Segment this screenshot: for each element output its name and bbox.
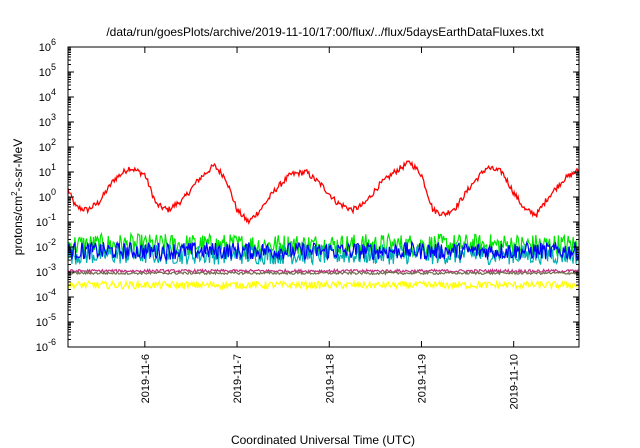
- y-tick-base: 10: [39, 92, 51, 104]
- x-tick-label: 2019-11-10: [509, 354, 521, 409]
- y-tick-exp: -1: [48, 212, 56, 222]
- y-tick-exp: 2: [51, 137, 56, 147]
- x-tick-label: 2019-11-8: [324, 354, 336, 403]
- y-tick-exp: -2: [48, 237, 56, 247]
- y-tick-base: 10: [36, 317, 48, 329]
- x-tick-label: 2019-11-6: [140, 354, 152, 403]
- y-tick-base: 10: [36, 217, 48, 229]
- y-tick-label: 10-4: [36, 287, 56, 304]
- y-tick-exp: -3: [48, 262, 56, 272]
- y-tick-base: 10: [39, 117, 51, 129]
- y-tick-label: 10-5: [36, 312, 56, 329]
- y-axis-title-suffix: -s-sr-MeV: [11, 139, 25, 192]
- y-tick-label: 101: [39, 162, 56, 179]
- y-tick-base: 10: [36, 267, 48, 279]
- y-tick-label: 102: [39, 137, 56, 154]
- y-axis-title-prefix: protons/cm: [11, 196, 25, 255]
- plot-frame: [67, 46, 580, 348]
- y-tick-label: 10-3: [36, 262, 56, 279]
- series-line-3: [67, 240, 580, 262]
- y-tick-base: 10: [39, 42, 51, 54]
- axis-layer: 10-610-510-410-310-210-11001011021031041…: [36, 37, 579, 409]
- y-tick-label: 106: [39, 37, 56, 54]
- y-tick-exp: 0: [51, 187, 56, 197]
- y-tick-exp: -6: [48, 337, 56, 347]
- chart-title: /data/run/goesPlots/archive/2019-11-10/1…: [106, 25, 544, 39]
- y-tick-base: 10: [39, 192, 51, 204]
- y-tick-exp: -4: [48, 287, 56, 297]
- y-tick-label: 100: [39, 187, 56, 204]
- y-tick-label: 10-1: [36, 212, 56, 229]
- y-tick-exp: 5: [51, 62, 56, 72]
- y-tick-exp: 6: [51, 37, 56, 47]
- series-layer: [67, 160, 580, 292]
- y-axis-title: protons/cm2-s-sr-MeV: [10, 139, 25, 255]
- y-tick-exp: 3: [51, 112, 56, 122]
- y-tick-base: 10: [36, 342, 48, 354]
- series-line-4: [67, 278, 580, 292]
- y-axis-title-sup: 2: [10, 191, 19, 196]
- y-tick-exp: 4: [51, 87, 56, 97]
- series-line-0: [67, 160, 580, 226]
- y-tick-label: 10-2: [36, 237, 56, 254]
- x-tick-label: 2019-11-7: [232, 354, 244, 403]
- x-axis-title: Coordinated Universal Time (UTC): [231, 433, 415, 447]
- y-tick-label: 104: [39, 87, 56, 104]
- y-tick-base: 10: [39, 67, 51, 79]
- y-tick-exp: 1: [51, 162, 56, 172]
- y-tick-label: 10-6: [36, 337, 56, 354]
- y-tick-label: 103: [39, 112, 56, 129]
- y-tick-label: 105: [39, 62, 56, 79]
- y-tick-base: 10: [36, 292, 48, 304]
- y-tick-base: 10: [36, 242, 48, 254]
- x-tick-label: 2019-11-9: [416, 354, 428, 403]
- y-tick-exp: -5: [48, 312, 56, 322]
- y-tick-base: 10: [39, 142, 51, 154]
- series-line-6: [67, 270, 580, 276]
- y-tick-base: 10: [39, 167, 51, 179]
